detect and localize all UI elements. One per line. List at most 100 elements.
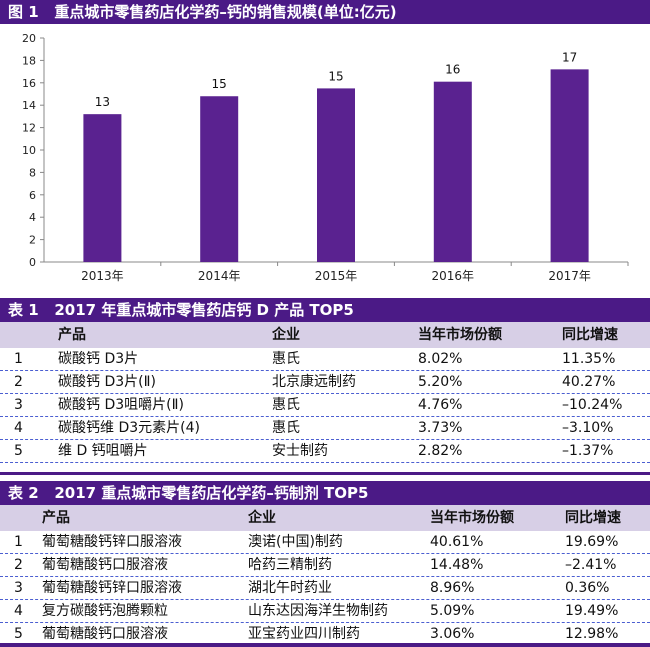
table2-cell-rank: 1 bbox=[14, 534, 23, 550]
table2-title: 2017 重点城市零售药店化学药–钙制剂 TOP5 bbox=[54, 484, 369, 502]
table1-cell-share: 3.73% bbox=[418, 420, 463, 436]
table2-cell-product: 复方碳酸钙泡腾颗粒 bbox=[42, 603, 168, 619]
table2-cell-share: 3.06% bbox=[430, 626, 475, 642]
table1-header-product: 产品 bbox=[58, 327, 86, 343]
table2-cell-growth: –2.41% bbox=[565, 557, 617, 573]
table1-cell-product: 碳酸钙维 D3元素片(4) bbox=[58, 420, 200, 436]
table2-row: 3 葡萄糖酸钙锌口服溶液 湖北午时药业 8.96% 0.36% bbox=[0, 577, 650, 600]
x-tick-label: 2016年 bbox=[432, 269, 475, 283]
table2-cell-rank: 2 bbox=[14, 557, 23, 573]
table2-header-share: 当年市场份额 bbox=[430, 510, 514, 526]
figure-title: 重点城市零售药店化学药–钙的销售规模(单位:亿元) bbox=[54, 3, 397, 21]
table1-cell-growth: –1.37% bbox=[562, 443, 614, 459]
bar bbox=[83, 114, 122, 262]
y-tick-label: 2 bbox=[29, 234, 36, 247]
x-tick-label: 2015年 bbox=[315, 269, 358, 283]
bar bbox=[433, 81, 472, 263]
table2-cell-company: 山东达因海洋生物制药 bbox=[248, 603, 388, 619]
y-tick-label: 0 bbox=[29, 256, 36, 269]
bar-data-label: 13 bbox=[95, 95, 110, 109]
table1-header-share: 当年市场份额 bbox=[418, 327, 502, 343]
bar-data-label: 15 bbox=[328, 69, 343, 83]
y-tick-label: 14 bbox=[22, 99, 36, 112]
table1-cell-rank: 4 bbox=[14, 420, 23, 436]
table1-cell-growth: 40.27% bbox=[562, 374, 616, 390]
table2-header-row: 产品 企业 当年市场份额 同比增速 bbox=[0, 505, 650, 531]
bar bbox=[317, 88, 355, 263]
table2-cell-rank: 5 bbox=[14, 626, 23, 642]
table2-cell-growth: 19.69% bbox=[565, 534, 619, 550]
bar-data-label: 17 bbox=[562, 50, 577, 64]
table2-cell-product: 葡萄糖酸钙口服溶液 bbox=[42, 626, 168, 642]
table1-cell-rank: 3 bbox=[14, 397, 23, 413]
table1-cell-growth: –10.24% bbox=[562, 397, 623, 413]
y-tick-label: 6 bbox=[29, 189, 36, 202]
bar-data-label: 16 bbox=[445, 63, 460, 77]
table2-cell-rank: 3 bbox=[14, 580, 23, 596]
table1-cell-share: 5.20% bbox=[418, 374, 463, 390]
table2-header-company: 企业 bbox=[248, 510, 276, 526]
table1-row: 1 碳酸钙 D3片 惠氏 8.02% 11.35% bbox=[0, 348, 650, 371]
table2-label: 表 2 bbox=[8, 484, 39, 502]
table1-cell-company: 安士制药 bbox=[272, 443, 328, 459]
table1-title-band: 表 1 2017 年重点城市零售药店钙 D 产品 TOP5 bbox=[0, 298, 650, 322]
table1-cell-company: 惠氏 bbox=[272, 351, 300, 367]
table1-cell-share: 2.82% bbox=[418, 443, 463, 459]
table1-cell-product: 碳酸钙 D3片 bbox=[58, 351, 139, 367]
table1-cell-company: 惠氏 bbox=[272, 420, 300, 436]
y-tick-label: 10 bbox=[22, 144, 36, 157]
table1-row: 2 碳酸钙 D3片(Ⅱ) 北京康远制药 5.20% 40.27% bbox=[0, 371, 650, 394]
divider bbox=[0, 643, 650, 647]
table1-cell-share: 8.02% bbox=[418, 351, 463, 367]
table2-cell-growth: 12.98% bbox=[565, 626, 619, 642]
table1-cell-company: 惠氏 bbox=[272, 397, 300, 413]
figure-label: 图 1 bbox=[8, 3, 39, 21]
divider bbox=[0, 472, 650, 475]
table2-cell-growth: 19.49% bbox=[565, 603, 619, 619]
x-tick-label: 2014年 bbox=[198, 269, 241, 283]
table2-cell-share: 8.96% bbox=[430, 580, 475, 596]
table1-cell-growth: 11.35% bbox=[562, 351, 616, 367]
table2-cell-company: 哈药三精制药 bbox=[248, 557, 332, 573]
table2-cell-rank: 4 bbox=[14, 603, 23, 619]
table2-cell-company: 澳诺(中国)制药 bbox=[248, 534, 343, 550]
table2-row: 1 葡萄糖酸钙锌口服溶液 澳诺(中国)制药 40.61% 19.69% bbox=[0, 531, 650, 554]
table1-cell-product: 碳酸钙 D3咀嚼片(Ⅱ) bbox=[58, 397, 184, 413]
bar-data-label: 15 bbox=[212, 77, 227, 91]
table1-cell-company: 北京康远制药 bbox=[272, 374, 356, 390]
table1-header-row: 产品 企业 当年市场份额 同比增速 bbox=[0, 322, 650, 348]
table1-header-company: 企业 bbox=[272, 327, 300, 343]
table2-cell-share: 5.09% bbox=[430, 603, 475, 619]
y-tick-label: 8 bbox=[29, 166, 36, 179]
table1-cell-product: 维 D 钙咀嚼片 bbox=[58, 443, 148, 459]
y-tick-label: 12 bbox=[22, 122, 36, 135]
table1-cell-rank: 1 bbox=[14, 351, 23, 367]
figure-title-band: 图 1 重点城市零售药店化学药–钙的销售规模(单位:亿元) bbox=[0, 0, 650, 24]
x-tick-label: 2013年 bbox=[81, 269, 124, 283]
table1-label: 表 1 bbox=[8, 301, 39, 319]
bar bbox=[550, 69, 589, 262]
table2-title-band: 表 2 2017 重点城市零售药店化学药–钙制剂 TOP5 bbox=[0, 481, 650, 505]
table2-cell-growth: 0.36% bbox=[565, 580, 610, 596]
table2-cell-product: 葡萄糖酸钙口服溶液 bbox=[42, 557, 168, 573]
bar-chart: 0 2 4 6 8 10 12 14 16 18 20 13 2013年 15 2014年 15 2015年 16… bbox=[8, 26, 638, 294]
table1-cell-product: 碳酸钙 D3片(Ⅱ) bbox=[58, 374, 156, 390]
table1-title: 2017 年重点城市零售药店钙 D 产品 TOP5 bbox=[54, 301, 354, 319]
table2-cell-company: 亚宝药业四川制药 bbox=[248, 626, 360, 642]
table1-cell-share: 4.76% bbox=[418, 397, 463, 413]
table1-cell-rank: 2 bbox=[14, 374, 23, 390]
table2-cell-company: 湖北午时药业 bbox=[248, 580, 332, 596]
table1-cell-rank: 5 bbox=[14, 443, 23, 459]
y-tick-label: 18 bbox=[22, 54, 36, 67]
table2-cell-product: 葡萄糖酸钙锌口服溶液 bbox=[42, 580, 182, 596]
y-tick-label: 16 bbox=[22, 77, 36, 90]
table2-cell-share: 40.61% bbox=[430, 534, 484, 550]
bar-chart-svg: 0 2 4 6 8 10 12 14 16 18 20 13 2013年 15 2014年 15 2015年 16… bbox=[22, 32, 629, 283]
table1-cell-growth: –3.10% bbox=[562, 420, 614, 436]
x-tick-label: 2017年 bbox=[548, 269, 591, 283]
bar bbox=[200, 96, 239, 263]
table2-cell-product: 葡萄糖酸钙锌口服溶液 bbox=[42, 534, 182, 550]
table2-header-product: 产品 bbox=[42, 510, 70, 526]
table1-row: 5 维 D 钙咀嚼片 安士制药 2.82% –1.37% bbox=[0, 440, 650, 463]
divider bbox=[0, 294, 650, 296]
